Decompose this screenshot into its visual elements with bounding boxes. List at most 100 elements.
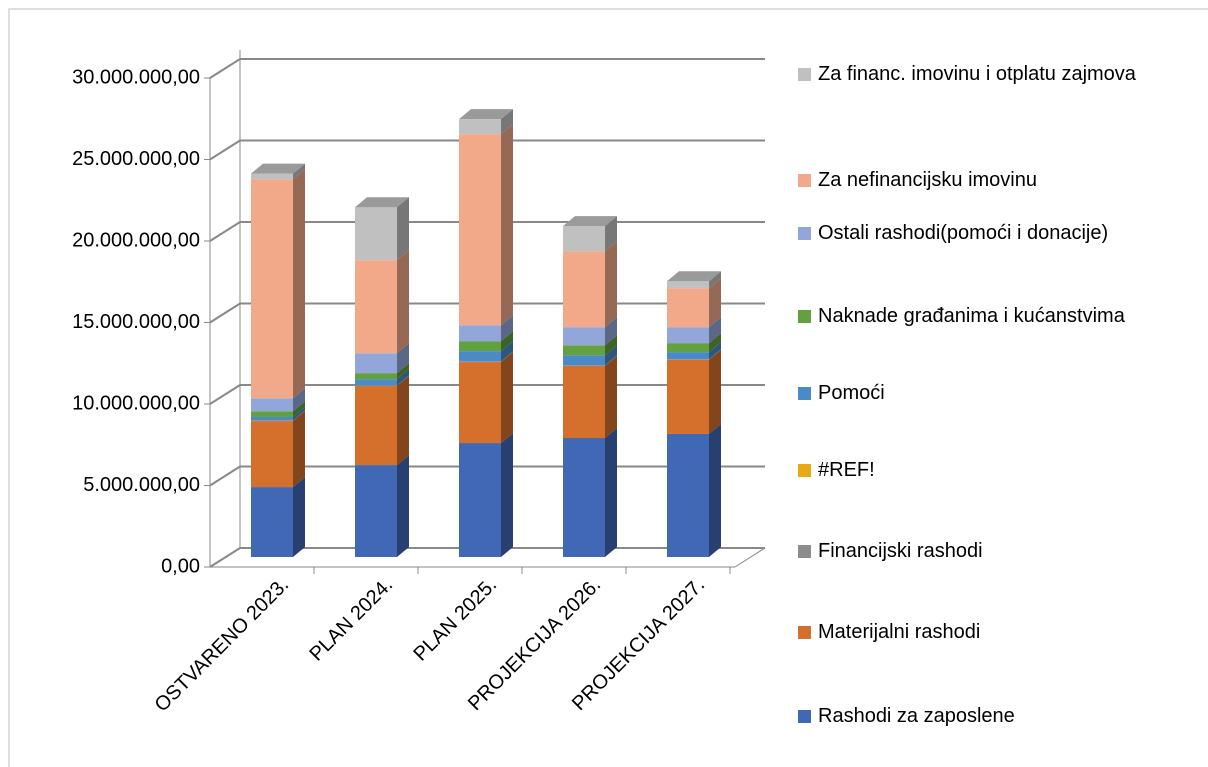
legend-swatch (798, 68, 811, 81)
legend-swatch (798, 545, 811, 558)
bar-segment (667, 359, 709, 360)
bar-segment (563, 226, 605, 252)
bar-segment (563, 365, 605, 439)
bar-segment (355, 465, 397, 557)
grid-line (209, 58, 765, 79)
x-tick-label: PLAN 2025. (409, 574, 501, 666)
bar-segment (667, 327, 709, 344)
bar-segment (355, 353, 397, 374)
legend-entry: Rashodi za zaposlene (798, 702, 1188, 730)
y-tick-label: 10.000.000,00 (72, 392, 200, 414)
legend-entry: Financijski rashodi (798, 537, 1188, 565)
x-tick-label: OSTVARENO 2023. (151, 574, 294, 717)
bar-side (397, 375, 409, 387)
bar-side (605, 355, 617, 366)
legend-swatch (798, 227, 811, 240)
legend-swatch (798, 387, 811, 400)
legend-label: #REF! (818, 459, 875, 481)
bar-side (293, 410, 305, 422)
legend-label: Za financ. imovinu i otplatu zajmova (818, 63, 1136, 85)
bar-segment (251, 398, 293, 412)
bar-side (605, 345, 617, 366)
legend-entry: Za nefinancijsku imovinu (798, 166, 1188, 194)
bar-side (293, 477, 305, 557)
bar-side (605, 241, 617, 328)
legend-entry: Pomoći (798, 379, 1188, 407)
bar-segment (355, 385, 397, 387)
bar-side (605, 335, 617, 356)
bar-side (397, 376, 409, 466)
bar-side (709, 349, 721, 360)
legend-label: Za nefinancijsku imovinu (818, 169, 1037, 191)
y-tick-label: 20.000.000,00 (72, 229, 200, 251)
bar-side (709, 317, 721, 344)
bar-segment (563, 345, 605, 356)
bar-segment (459, 119, 501, 135)
bar-side (397, 455, 409, 557)
bar-side (605, 428, 617, 557)
bar-side (501, 341, 513, 362)
bar-side (709, 342, 721, 360)
legend-label: Rashodi za zaposlene (818, 705, 1015, 727)
bar-side (293, 388, 305, 412)
bar-segment (355, 379, 397, 386)
bar-segment (355, 386, 397, 466)
legend-swatch (798, 710, 811, 723)
bar-side (397, 197, 409, 261)
bar-segment (251, 421, 293, 488)
bar-segment (667, 352, 709, 360)
bar-segment (667, 343, 709, 353)
bar-segment (667, 281, 709, 289)
bar-segment (355, 260, 397, 354)
legend-swatch (798, 310, 811, 323)
bar-side (709, 278, 721, 328)
legend-swatch (798, 174, 811, 187)
bar-segment (563, 327, 605, 346)
bar-side (293, 406, 305, 421)
bar-segment (667, 288, 709, 328)
legend-label: Financijski rashodi (818, 540, 983, 562)
x-tick-label: PLAN 2024. (305, 574, 397, 666)
bar-side (501, 124, 513, 326)
bar-side (501, 352, 513, 444)
bar-top (251, 163, 305, 174)
legend-label: Materijalni rashodi (818, 621, 981, 643)
bar-side (293, 401, 305, 417)
bar-segment (251, 411, 293, 417)
bar-segment (459, 361, 501, 363)
bar-segment (563, 365, 605, 366)
legend-swatch (798, 626, 811, 639)
bar-segment (251, 420, 293, 422)
y-tick-label: 15.000.000,00 (72, 311, 200, 333)
y-tick-label: 0,00 (161, 555, 200, 577)
bar-segment (667, 433, 709, 557)
bar-side (293, 169, 305, 399)
chart-border (8, 8, 1208, 767)
bar-segment (459, 341, 501, 352)
bar-side (605, 216, 617, 252)
y-tick-label: 30.000.000,00 (72, 66, 200, 88)
bar-side (397, 343, 409, 374)
bar-segment (459, 325, 501, 342)
bar-top (355, 197, 409, 208)
bar-side (605, 317, 617, 346)
bar-side (397, 250, 409, 354)
bar-segment (459, 362, 501, 444)
y-tick-label: 5.000.000,00 (83, 474, 200, 496)
bar-side (293, 411, 305, 488)
bar-segment (459, 443, 501, 557)
bar-segment (563, 438, 605, 557)
legend-entry: Za financ. imovinu i otplatu zajmova (798, 60, 1188, 88)
bar-side (501, 315, 513, 342)
bar-side (501, 433, 513, 557)
legend-entry: Ostali rashodi(pomoći i donacije) (798, 219, 1188, 247)
legend-entry: Naknade građanima i kućanstvima (798, 302, 1188, 330)
legend-label: Naknade građanima i kućanstvima (818, 305, 1125, 327)
y-tick-label: 25.000.000,00 (72, 148, 200, 170)
legend-entry: #REF! (798, 456, 1188, 484)
bar-segment (251, 487, 293, 557)
bar-segment (459, 351, 501, 362)
bar-side (397, 363, 409, 380)
